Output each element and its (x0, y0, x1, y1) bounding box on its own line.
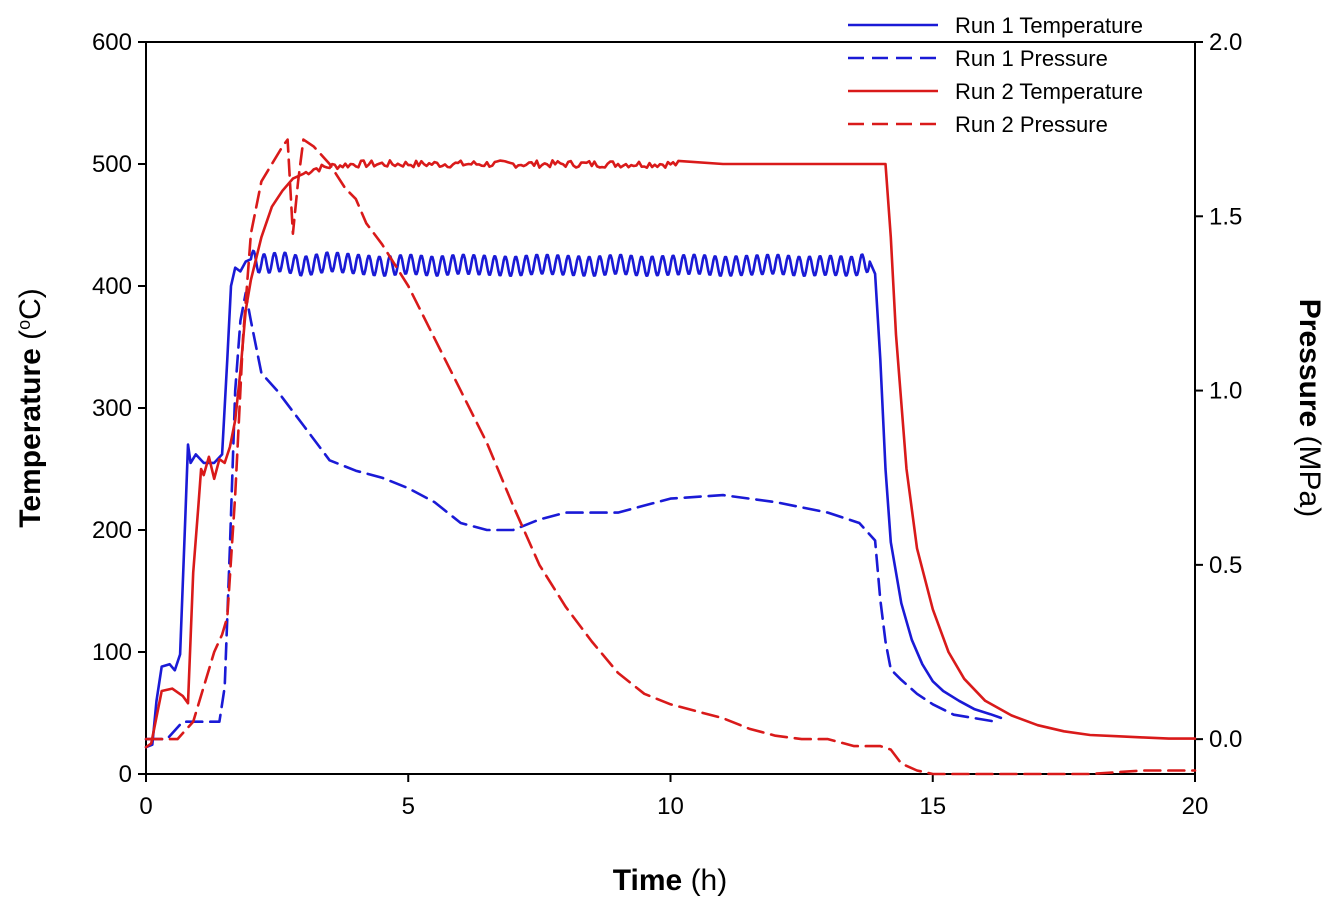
y-right-tick-label: 1.0 (1209, 378, 1242, 405)
legend-label: Run 2 Temperature (955, 79, 1143, 104)
y-left-tick-label: 0 (119, 761, 132, 788)
plot-frame (145, 41, 1196, 775)
y-left-tick-label: 300 (92, 395, 132, 422)
y-right-tick-label: 0.0 (1209, 726, 1242, 753)
x-axis-title: Time (h) (613, 864, 727, 897)
legend-label: Run 2 Pressure (955, 112, 1108, 137)
y-right-tick-label: 0.5 (1209, 552, 1242, 579)
legend-label: Run 1 Temperature (955, 13, 1143, 38)
legend: Run 1 Temperature Run 1 Pressure Run 2 Tem… (848, 13, 1143, 137)
series-line-run-2-temperature (144, 159, 1197, 749)
y-left-axis-title: Temperature (oC) (14, 288, 47, 528)
x-tick-label: 15 (919, 793, 946, 820)
series-line-run-2-pressure (144, 138, 1197, 776)
x-tick-label: 10 (657, 793, 684, 820)
series-line-run-1-temperature (144, 249, 1003, 749)
y-right-axis-ticks: 0.0 0.5 1.0 1.5 2.0 (1195, 29, 1242, 753)
y-left-tick-label: 100 (92, 639, 132, 666)
y-right-tick-label: 2.0 (1209, 29, 1242, 56)
y-left-tick-label: 500 (92, 151, 132, 178)
legend-label: Run 1 Pressure (955, 46, 1108, 71)
y-right-tick-label: 1.5 (1209, 203, 1242, 230)
series-line-run-1-pressure (144, 291, 997, 741)
y-left-tick-label: 600 (92, 29, 132, 56)
y-left-axis-ticks: 0 100 200 300 400 500 600 (92, 29, 146, 788)
x-axis-ticks: 0 5 10 15 20 (139, 774, 1208, 820)
y-left-tick-label: 200 (92, 517, 132, 544)
y-left-tick-label: 400 (92, 273, 132, 300)
y-right-axis-title: Pressure (MPa) (1293, 299, 1326, 517)
x-tick-label: 20 (1182, 793, 1209, 820)
x-tick-label: 0 (139, 793, 152, 820)
x-tick-label: 5 (402, 793, 415, 820)
series-lines (144, 138, 1197, 776)
